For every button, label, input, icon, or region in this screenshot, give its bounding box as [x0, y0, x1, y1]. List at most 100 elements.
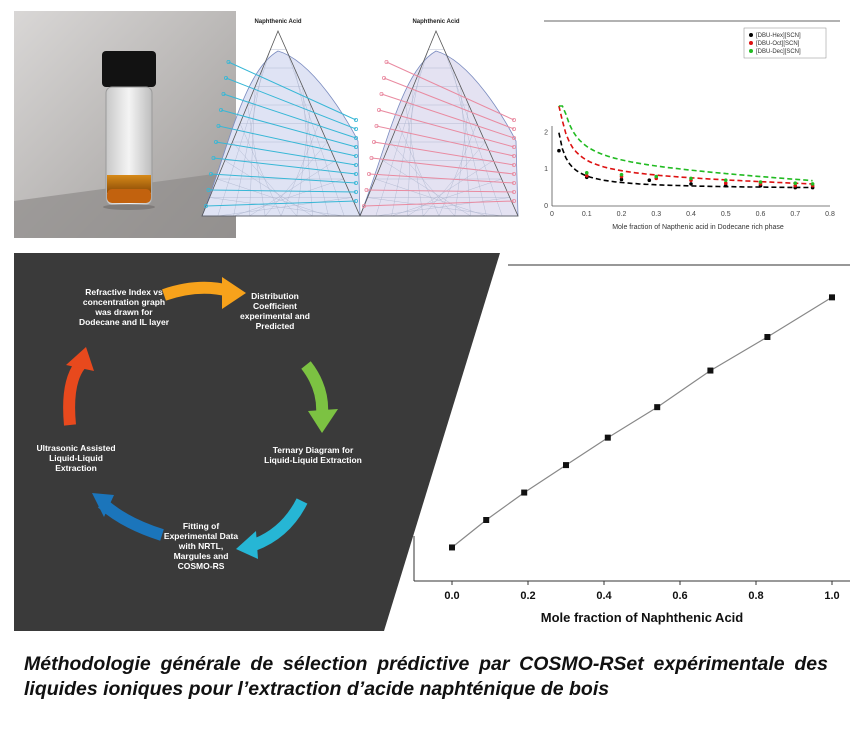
series-line: [451, 296, 833, 548]
legend-marker: [749, 33, 753, 37]
tie-point: [353, 144, 358, 149]
tie-point: [353, 189, 358, 194]
data-point: [829, 294, 835, 301]
x-tick-label: 0.0: [444, 590, 459, 602]
data-point: [584, 173, 589, 178]
ternary-diagram-1: Naphthenic Acid: [201, 19, 361, 217]
tie-point: [511, 144, 516, 149]
predicted-curve: [558, 132, 813, 189]
data-point: [647, 178, 652, 183]
x-tick-label: 0.4: [596, 590, 612, 602]
x-tick-label: 0.2: [617, 211, 627, 218]
tie-line: [215, 141, 357, 166]
tie-point: [366, 171, 371, 176]
tie-point: [374, 124, 379, 129]
triangle-frame: [359, 29, 519, 217]
step-fitting: Fitting of Experimental Data with NRTL, …: [163, 521, 239, 571]
x-tick-label: 0.5: [721, 211, 731, 218]
ternary-grid: [201, 29, 361, 217]
tie-line: [386, 61, 515, 121]
data-point: [604, 434, 611, 441]
tie-point: [371, 139, 376, 144]
figure-caption: Méthodologie générale de sélection prédi…: [24, 653, 828, 700]
tie-line: [373, 141, 515, 166]
data-point: [521, 489, 528, 496]
x-tick-label: 0.7: [790, 211, 800, 218]
tie-point: [218, 108, 223, 113]
data-point: [654, 174, 659, 179]
x-tick-label: 0.8: [825, 211, 835, 218]
data-point: [810, 182, 815, 186]
chart-series: [449, 294, 835, 551]
tie-point: [221, 92, 226, 97]
step-ternary-diagram: Ternary Diagram for Liquid-Liquid Extrac…: [264, 445, 362, 465]
tie-line: [223, 93, 357, 139]
vial-photo: [14, 11, 236, 238]
tie-point: [353, 127, 358, 132]
tie-point: [224, 76, 229, 81]
tie-point: [511, 180, 516, 185]
data-point: [689, 182, 693, 186]
legend-entry: [DBU-Dec][SCN]: [756, 49, 801, 55]
data-point: [654, 404, 661, 411]
data-point: [793, 181, 798, 185]
data-point: [563, 462, 569, 469]
tie-line: [228, 61, 357, 121]
tie-line: [383, 77, 515, 130]
data-point: [764, 334, 771, 340]
tie-point: [353, 136, 358, 141]
predicted-curve: [558, 105, 813, 185]
tie-point: [353, 180, 358, 185]
step-ultrasonic: Ultrasonic Assisted Liquid-Liquid Extrac…: [36, 443, 116, 473]
data-point: [758, 180, 763, 184]
tie-line: [213, 157, 357, 175]
data-point: [557, 148, 561, 153]
tie-line: [371, 157, 515, 175]
chart-series: [557, 105, 815, 190]
binodal-region: [201, 50, 361, 217]
x-tick-label: 0.1: [582, 211, 592, 218]
ternary-title: Naphthenic Acid: [254, 19, 301, 25]
data-point: [689, 176, 693, 181]
tie-point: [211, 155, 216, 160]
arrow-red: [63, 361, 85, 426]
distribution-chart: 0 0.1 0.2 0.3 0.4 0.5 0.6 0.7 0.8 0 1 2 [DBU-Hex][S…: [544, 20, 840, 231]
grid-line: [438, 123, 478, 217]
tie-line: [381, 93, 515, 139]
arrow-orange: [162, 281, 231, 301]
x-tick-label: 0.4: [686, 211, 696, 218]
tie-point: [226, 60, 231, 65]
tie-point: [353, 162, 358, 167]
data-point: [619, 177, 624, 182]
tie-point: [511, 171, 516, 176]
tie-line: [208, 189, 357, 193]
tie-point: [511, 118, 516, 123]
ternary-title: Naphthenic Acid: [412, 19, 459, 25]
grid-line: [239, 123, 282, 217]
y-tick-label: 2: [544, 129, 548, 136]
chart-axes: 0 0.1 0.2 0.3 0.4 0.5 0.6 0.7 0.8 0 1 2: [544, 126, 835, 218]
x-axis-label: Mole fraction of Napthenic acid in Dodec…: [612, 224, 784, 231]
tie-line: [210, 173, 357, 184]
predicted-curve: [558, 105, 813, 182]
tie-point: [382, 76, 387, 81]
legend-entry: [DBU-Oct][SCN]: [756, 41, 800, 47]
tie-point: [511, 189, 516, 194]
tie-point: [511, 162, 516, 167]
tie-point: [384, 60, 389, 65]
legend-marker: [749, 49, 753, 53]
grid-line: [217, 197, 352, 217]
tie-point: [369, 155, 374, 160]
tie-point: [206, 187, 211, 192]
tie-point: [203, 203, 208, 208]
ternary-grid: [359, 29, 519, 217]
x-tick-label: 0.2: [520, 590, 535, 602]
ternary-diagram-2: Naphthenic Acid: [359, 19, 519, 217]
x-tick-label: 0.3: [651, 211, 661, 218]
tie-point: [353, 153, 358, 158]
data-point: [723, 183, 728, 188]
y-tick-label: 0: [544, 203, 548, 210]
binodal-region: [359, 50, 519, 217]
step-refractive-index: Refractive Index vs concentration graph …: [78, 287, 170, 327]
x-tick-label: 0: [550, 211, 554, 218]
